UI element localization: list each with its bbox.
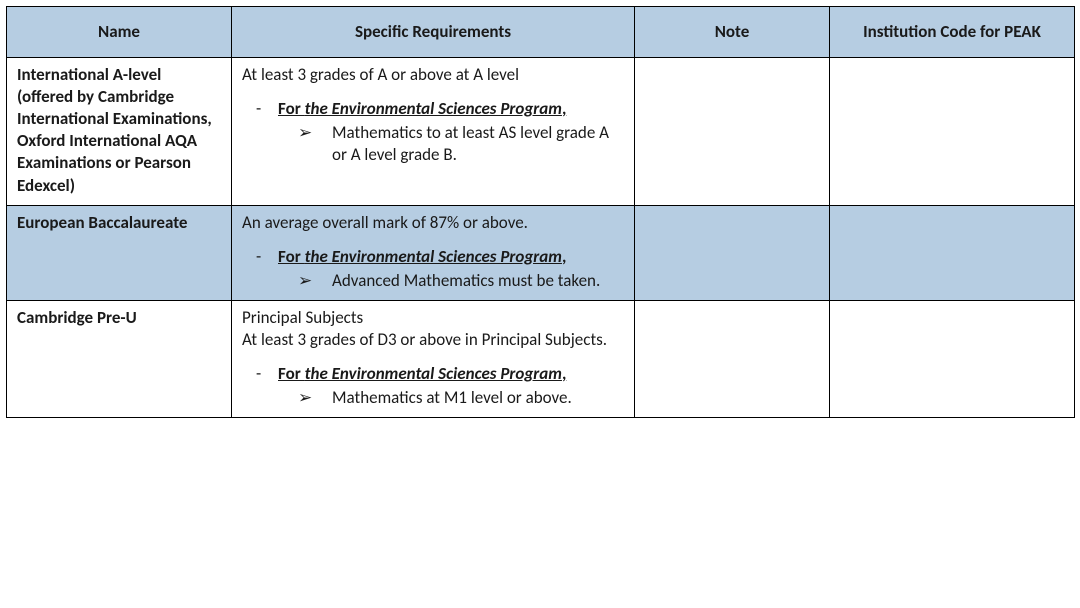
header-spec: Specific Requirements <box>232 7 635 58</box>
spec-bullet: Mathematics to at least AS level grade A… <box>332 122 624 166</box>
spec-intro: At least 3 grades of A or above at A lev… <box>242 64 624 86</box>
cell-name: European Baccalaureate <box>7 205 232 300</box>
arrow-icon: ➢ <box>298 270 332 292</box>
cell-code <box>830 58 1075 206</box>
program-for: For <box>278 98 305 119</box>
program-main: the Environmental Sciences Program <box>305 98 562 119</box>
header-code: Institution Code for PEAK <box>830 7 1075 58</box>
spec-program-line: - For the Environmental Sciences Program… <box>242 363 624 409</box>
spec-program-body: For the Environmental Sciences Program, … <box>278 246 624 292</box>
program-main: the Environmental Sciences Program <box>305 246 562 267</box>
program-main: the Environmental Sciences Program <box>305 363 562 384</box>
dash-icon: - <box>256 98 278 166</box>
spec-intro: Principal SubjectsAt least 3 grades of D… <box>242 307 624 351</box>
spec-bullet-row: ➢ Advanced Mathematics must be taken. <box>278 270 624 292</box>
table-body: International A-level (offered by Cambri… <box>7 58 1075 418</box>
cell-note <box>635 205 830 300</box>
cell-code <box>830 300 1075 417</box>
arrow-icon: ➢ <box>298 122 332 166</box>
spec-program-body: For the Environmental Sciences Program, … <box>278 98 624 166</box>
spec-bullet: Advanced Mathematics must be taken. <box>332 270 624 292</box>
spec-bullet-row: ➢ Mathematics to at least AS level grade… <box>278 122 624 166</box>
spec-bullet: Mathematics at M1 level or above. <box>332 387 624 409</box>
arrow-icon: ➢ <box>298 387 332 409</box>
header-name: Name <box>7 7 232 58</box>
program-for: For <box>278 363 305 384</box>
table-row: European Baccalaureate An average overal… <box>7 205 1075 300</box>
program-comma: , <box>562 363 566 384</box>
program-for: For <box>278 246 305 267</box>
program-title: For the Environmental Sciences Program, <box>278 98 566 119</box>
table-row: International A-level (offered by Cambri… <box>7 58 1075 206</box>
table-row: Cambridge Pre-U Principal SubjectsAt lea… <box>7 300 1075 417</box>
program-comma: , <box>562 246 566 267</box>
cell-spec: An average overall mark of 87% or above.… <box>232 205 635 300</box>
cell-spec: At least 3 grades of A or above at A lev… <box>232 58 635 206</box>
cell-spec: Principal SubjectsAt least 3 grades of D… <box>232 300 635 417</box>
spec-program-line: - For the Environmental Sciences Program… <box>242 246 624 292</box>
cell-name: International A-level (offered by Cambri… <box>7 58 232 206</box>
cell-name: Cambridge Pre-U <box>7 300 232 417</box>
header-row: Name Specific Requirements Note Institut… <box>7 7 1075 58</box>
header-note: Note <box>635 7 830 58</box>
dash-icon: - <box>256 246 278 292</box>
cell-code <box>830 205 1075 300</box>
dash-icon: - <box>256 363 278 409</box>
cell-note <box>635 300 830 417</box>
spec-bullet-row: ➢ Mathematics at M1 level or above. <box>278 387 624 409</box>
program-title: For the Environmental Sciences Program, <box>278 363 566 384</box>
spec-program-line: - For the Environmental Sciences Program… <box>242 98 624 166</box>
program-title: For the Environmental Sciences Program, <box>278 246 566 267</box>
cell-note <box>635 58 830 206</box>
spec-intro: An average overall mark of 87% or above. <box>242 212 624 234</box>
spec-program-body: For the Environmental Sciences Program, … <box>278 363 624 409</box>
program-comma: , <box>562 98 566 119</box>
requirements-table: Name Specific Requirements Note Institut… <box>6 6 1075 418</box>
